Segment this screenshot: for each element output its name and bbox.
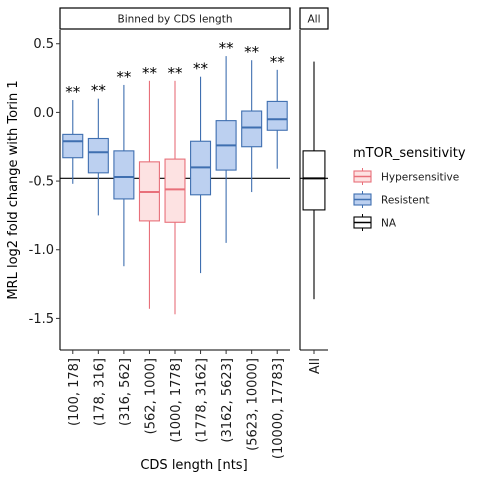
legend-label: Hypersensitive bbox=[381, 172, 459, 184]
significance-label: ** bbox=[91, 82, 107, 100]
significance-label: ** bbox=[116, 68, 132, 86]
box-body bbox=[266, 100, 288, 131]
legend-label: Resistent bbox=[381, 195, 430, 207]
box-body bbox=[62, 133, 84, 159]
facet-strip-box bbox=[299, 7, 329, 30]
x-tick-label: (562, 1000] bbox=[143, 358, 158, 434]
y-tick-label: -1.0 bbox=[29, 243, 54, 258]
legend-label: NA bbox=[381, 218, 397, 230]
box-body bbox=[164, 158, 186, 223]
legend-title: mTOR_sensitivity bbox=[353, 146, 466, 161]
legend-entry: Resistent bbox=[353, 191, 430, 208]
facet-strip-label: All bbox=[307, 14, 320, 26]
significance-label: ** bbox=[270, 53, 286, 71]
box-resistent: ** bbox=[241, 43, 263, 193]
x-tick-label: (10000, 17783] bbox=[271, 358, 286, 459]
box-resistent: ** bbox=[62, 83, 84, 184]
significance-label: ** bbox=[65, 83, 81, 101]
box-series: ** ** ** ** ** ** ** ** ** bbox=[62, 39, 326, 315]
box-body bbox=[241, 110, 263, 148]
legend-entry: NA bbox=[353, 214, 397, 231]
x-axis-title: CDS length [nts] bbox=[140, 458, 247, 473]
box-body bbox=[87, 137, 109, 174]
box-hypersensitive: ** bbox=[164, 64, 186, 315]
box-resistent: ** bbox=[266, 53, 288, 169]
x-tick-label: (5623, 10000] bbox=[246, 358, 261, 451]
x-tick-label: All bbox=[308, 358, 323, 374]
facet-strips: Binned by CDS length All bbox=[59, 7, 329, 30]
facet-strip-box bbox=[59, 7, 291, 30]
box-resistent: ** bbox=[113, 68, 135, 267]
legend: mTOR_sensitivity Hypersensitive Resistent… bbox=[353, 146, 466, 231]
labels: MRL log2 fold change with Torin 1 CDS le… bbox=[6, 80, 248, 473]
box-resistent: ** bbox=[215, 39, 237, 243]
box-body bbox=[113, 150, 135, 200]
y-tick-label: 0.5 bbox=[33, 37, 54, 52]
legend-entry: Hypersensitive bbox=[353, 168, 459, 185]
significance-label: ** bbox=[142, 64, 158, 82]
significance-label: ** bbox=[193, 60, 209, 78]
x-tick-label: (100, 178] bbox=[67, 358, 82, 426]
x-tick-label: (178, 316] bbox=[92, 358, 107, 426]
significance-label: ** bbox=[168, 64, 184, 82]
x-tick-label: (3162, 5623] bbox=[220, 358, 235, 443]
axes: (100, 178] (178, 316] (316, 562] (562, 1000… bbox=[29, 30, 328, 459]
y-axis-title: MRL log2 fold change with Torin 1 bbox=[6, 80, 21, 299]
significance-label: ** bbox=[244, 43, 260, 61]
y-tick-label: -0.5 bbox=[29, 175, 54, 190]
x-tick-label: (1000, 1778] bbox=[169, 358, 184, 443]
facet-strip-label: Binned by CDS length bbox=[118, 14, 233, 26]
box-hypersensitive: ** bbox=[138, 64, 160, 309]
y-tick-label: -1.5 bbox=[29, 312, 54, 327]
box-na bbox=[302, 61, 326, 300]
box-body bbox=[302, 150, 326, 211]
box-resistent: ** bbox=[190, 60, 212, 274]
significance-label: ** bbox=[219, 39, 235, 57]
y-tick-label: 0.0 bbox=[33, 106, 54, 121]
x-tick-label: (316, 562] bbox=[118, 358, 133, 426]
box-resistent: ** bbox=[87, 82, 109, 216]
x-tick-label: (1778, 3162] bbox=[195, 358, 210, 443]
